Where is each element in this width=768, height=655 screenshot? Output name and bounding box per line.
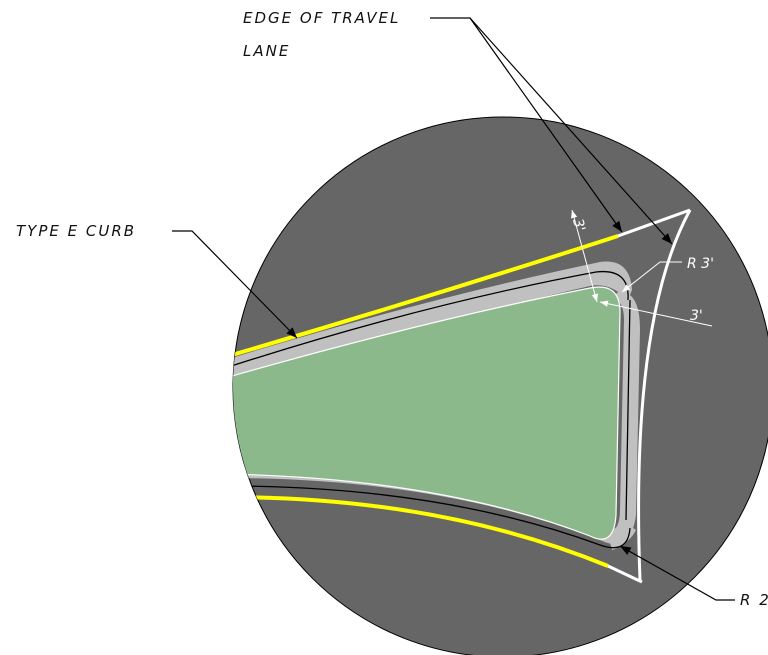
radius-top-label: R 3' xyxy=(687,256,714,272)
dim-top-line xyxy=(571,209,598,303)
type-e-curb-label: TYPE E CURB xyxy=(16,222,136,240)
upper-travel-lane-line xyxy=(233,234,619,359)
type-e-curb-leader xyxy=(172,230,298,339)
radius-bottom-label: R 2 xyxy=(740,591,768,609)
lower-edge-line-white xyxy=(607,564,643,584)
dim-top-label: 3' xyxy=(569,217,588,233)
radius-bottom-leader xyxy=(619,545,735,601)
radius-top-leader xyxy=(621,261,682,293)
upper-curb-line xyxy=(233,270,629,369)
right-curb-line xyxy=(625,299,631,521)
right-curb-band xyxy=(608,291,640,550)
edge-of-travel-lane-leader-2 xyxy=(469,17,673,245)
right-edge-line-white xyxy=(637,209,692,581)
dim-side-label: 3' xyxy=(690,308,703,324)
edge-of-travel-lane-label-line2: LANE xyxy=(243,42,290,60)
dim-side-line xyxy=(599,300,713,327)
raised-island xyxy=(233,286,621,540)
lower-travel-lane-line xyxy=(233,495,609,568)
edge-of-travel-lane-label: EDGE OF TRAVEL xyxy=(243,9,400,27)
